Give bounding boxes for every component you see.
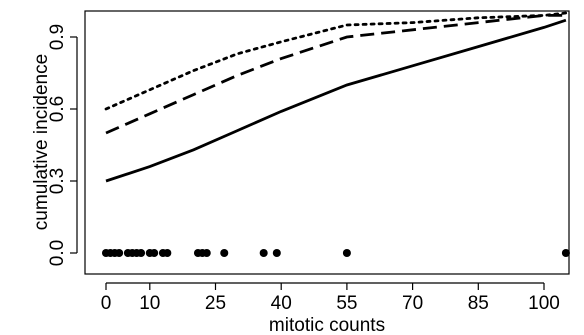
x-tick-label: 10 xyxy=(139,293,160,314)
rug-point xyxy=(220,249,229,257)
plot-box xyxy=(84,10,570,275)
y-tick-label: 0.9 xyxy=(47,24,68,50)
series-line-dashed xyxy=(105,13,566,135)
y-axis-title: cumulative incidence xyxy=(31,54,52,230)
x-tick-label: 70 xyxy=(402,293,423,314)
rug-point xyxy=(342,249,351,257)
x-tick-label: 100 xyxy=(528,293,560,314)
series-line-solid xyxy=(105,18,567,183)
x-tick-label: 40 xyxy=(271,293,292,314)
x-axis: 0 10 25 40 55 70 85 100 xyxy=(101,282,560,314)
x-tick-label: 25 xyxy=(205,293,226,314)
rug-point xyxy=(150,249,159,257)
y-tick-label: 0.6 xyxy=(47,96,68,122)
rug-point xyxy=(259,249,268,257)
y-tick-label: 0.0 xyxy=(47,240,68,266)
x-tick-label: 55 xyxy=(336,293,357,314)
series-line-dotted xyxy=(104,11,568,111)
rug-point xyxy=(115,249,124,257)
y-axis: 0.0 0.3 0.6 0.9 xyxy=(47,24,78,266)
x-tick-label: 0 xyxy=(101,293,112,314)
x-axis-title: mitotic counts xyxy=(269,315,385,335)
rug-point xyxy=(272,249,281,257)
rug-point xyxy=(163,249,172,257)
rug-points xyxy=(102,249,570,257)
rug-point xyxy=(137,249,146,257)
series-layer xyxy=(104,11,568,183)
rug-point xyxy=(202,249,211,257)
y-tick-label: 0.3 xyxy=(47,168,68,194)
x-tick-label: 85 xyxy=(468,293,489,314)
rug-point xyxy=(561,249,570,257)
